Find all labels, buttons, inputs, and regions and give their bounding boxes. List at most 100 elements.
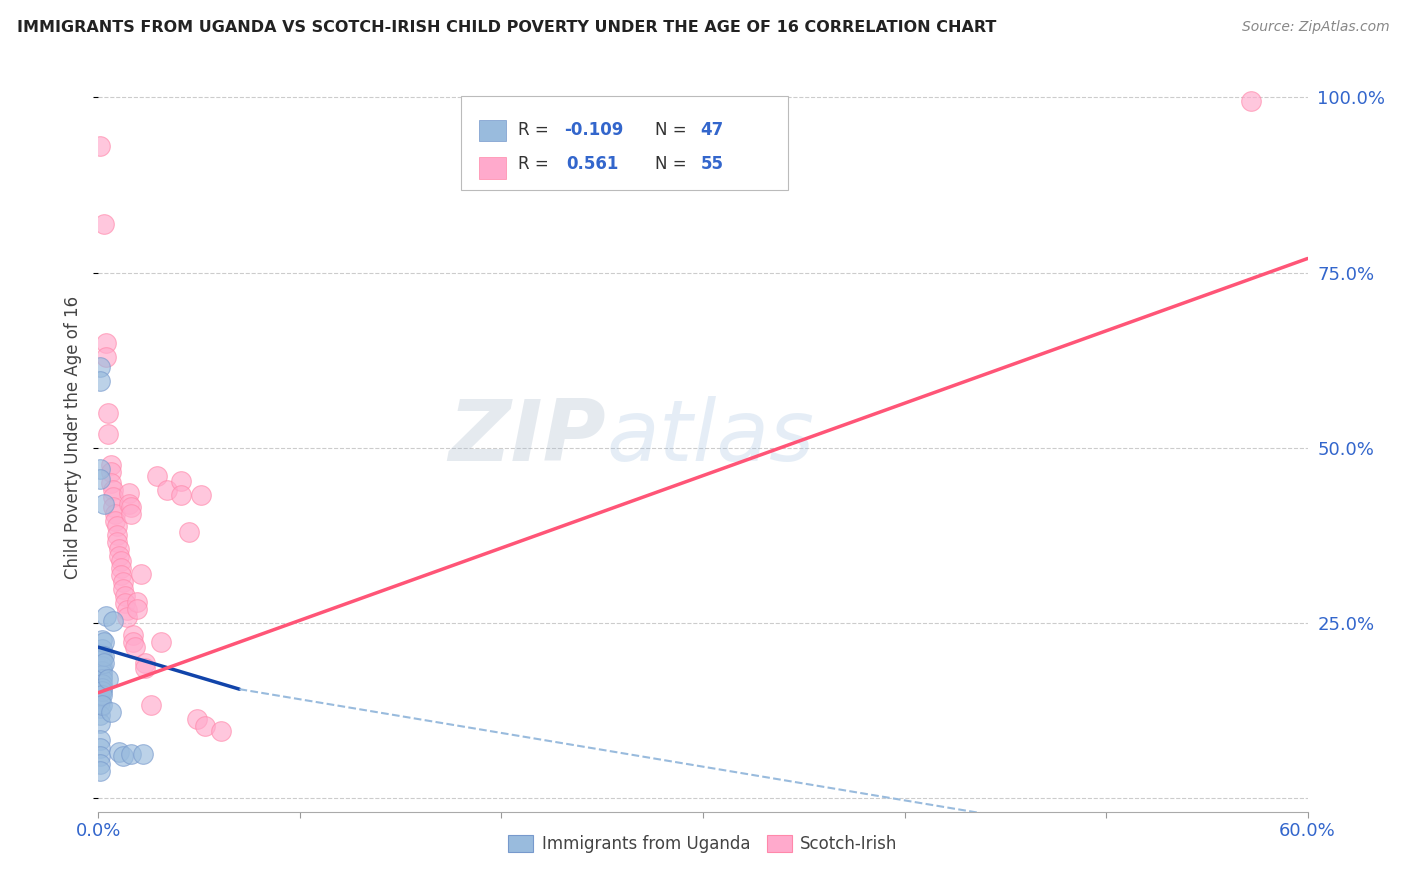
Point <box>89 695 111 709</box>
Point <box>146 468 169 483</box>
Point <box>114 596 136 610</box>
Text: Source: ZipAtlas.com: Source: ZipAtlas.com <box>1241 20 1389 34</box>
Point <box>103 514 125 528</box>
Point <box>91 673 114 687</box>
Point <box>194 719 217 733</box>
Point <box>111 575 134 590</box>
Point <box>89 715 111 730</box>
Y-axis label: Child Poverty Under the Age of 16: Child Poverty Under the Age of 16 <box>65 295 83 579</box>
Point <box>97 426 120 441</box>
Point <box>89 672 111 686</box>
Point <box>121 635 143 649</box>
Point <box>149 635 172 649</box>
Point <box>107 542 129 557</box>
Text: atlas: atlas <box>606 395 814 479</box>
Text: R =: R = <box>517 121 554 139</box>
Text: R =: R = <box>517 154 560 172</box>
Point <box>89 472 111 486</box>
Point <box>96 350 118 364</box>
Point <box>93 635 115 649</box>
Point <box>97 406 120 420</box>
Bar <box>479 157 506 178</box>
Point <box>100 465 122 479</box>
Point <box>110 568 132 582</box>
Point <box>101 614 124 628</box>
Point <box>89 748 111 763</box>
Point <box>89 690 111 705</box>
Point <box>97 672 120 686</box>
Point <box>100 475 122 490</box>
Point <box>134 657 156 671</box>
Point <box>96 608 118 623</box>
Point <box>91 641 114 656</box>
Point <box>118 486 141 500</box>
Text: -0.109: -0.109 <box>564 121 623 139</box>
Point <box>120 507 142 521</box>
FancyBboxPatch shape <box>461 96 787 190</box>
Text: IMMIGRANTS FROM UGANDA VS SCOTCH-IRISH CHILD POVERTY UNDER THE AGE OF 16 CORRELA: IMMIGRANTS FROM UGANDA VS SCOTCH-IRISH C… <box>17 20 997 35</box>
Point <box>91 684 114 698</box>
Point <box>91 689 114 703</box>
Point <box>105 519 128 533</box>
Point <box>91 659 114 673</box>
Point <box>89 359 111 374</box>
Point <box>170 488 193 502</box>
Point <box>139 698 162 713</box>
Point <box>89 741 111 756</box>
Point <box>100 458 122 472</box>
Point <box>89 374 111 388</box>
Point <box>89 661 111 675</box>
Point <box>101 500 124 515</box>
Point <box>110 561 132 575</box>
Point <box>91 676 114 690</box>
Point <box>91 668 114 682</box>
Point <box>125 594 148 608</box>
Point <box>93 217 115 231</box>
Point <box>96 335 118 350</box>
Point <box>89 708 111 723</box>
Point <box>114 589 136 603</box>
Point <box>93 657 115 671</box>
Point <box>121 628 143 642</box>
Text: N =: N = <box>655 154 692 172</box>
Point <box>125 601 148 615</box>
Point <box>101 483 124 497</box>
Point <box>91 653 114 667</box>
Point <box>115 610 138 624</box>
Point <box>134 661 156 675</box>
Point <box>91 633 114 648</box>
Point <box>179 524 201 539</box>
Point <box>100 706 122 720</box>
Point <box>91 664 114 678</box>
Point <box>89 701 111 715</box>
Point <box>89 461 111 475</box>
Point <box>105 535 128 549</box>
Point <box>186 712 208 726</box>
Point <box>89 685 111 699</box>
Point <box>91 698 114 713</box>
Legend: Immigrants from Uganda, Scotch-Irish: Immigrants from Uganda, Scotch-Irish <box>502 828 904 860</box>
Point <box>89 654 111 668</box>
Point <box>89 139 111 153</box>
Point <box>115 603 138 617</box>
Point <box>93 497 115 511</box>
Text: 0.561: 0.561 <box>567 154 619 172</box>
Text: 47: 47 <box>700 121 724 139</box>
Point <box>1240 94 1263 108</box>
Text: ZIP: ZIP <box>449 395 606 479</box>
Point <box>190 488 212 502</box>
Text: N =: N = <box>655 121 692 139</box>
Point <box>103 507 125 521</box>
Point <box>170 474 193 488</box>
Point <box>89 676 111 690</box>
Point <box>89 757 111 772</box>
Point <box>111 582 134 596</box>
Bar <box>479 120 506 141</box>
Point <box>132 747 155 762</box>
Point <box>111 748 134 763</box>
Point <box>91 649 114 664</box>
Point <box>120 500 142 515</box>
Point <box>107 745 129 759</box>
Point <box>89 681 111 695</box>
Point <box>89 647 111 661</box>
